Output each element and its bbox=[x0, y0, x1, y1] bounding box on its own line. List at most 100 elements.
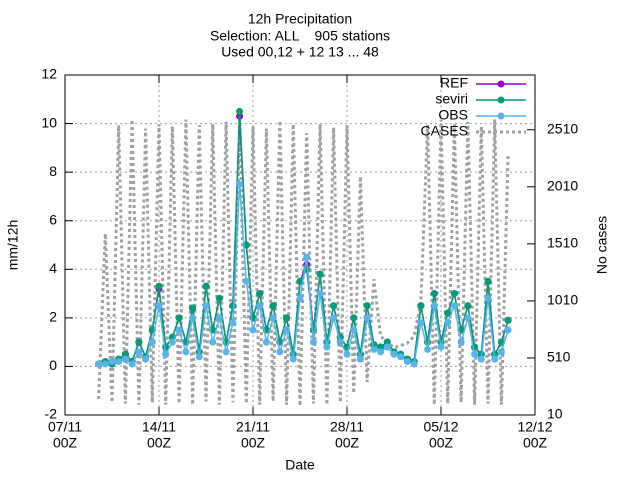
data-point bbox=[336, 338, 344, 346]
data-point bbox=[236, 180, 244, 188]
data-point bbox=[383, 338, 391, 346]
y-tick-label: 12 bbox=[41, 66, 57, 82]
data-point bbox=[168, 338, 176, 346]
data-point bbox=[189, 314, 197, 322]
data-point bbox=[363, 314, 371, 322]
data-point bbox=[236, 107, 244, 115]
y-tick-label: -2 bbox=[45, 406, 58, 422]
data-point bbox=[377, 343, 385, 351]
data-point bbox=[269, 302, 277, 310]
data-point bbox=[148, 338, 156, 346]
data-point bbox=[417, 302, 425, 310]
y-tick-label: 10 bbox=[41, 114, 57, 130]
x-tick-label: 00Z bbox=[147, 435, 172, 451]
data-point bbox=[316, 270, 324, 278]
data-point bbox=[101, 360, 109, 368]
y2-tick-label: 1510 bbox=[547, 235, 578, 251]
y-tick-label: 6 bbox=[49, 211, 57, 227]
x-tick-label: 12/12 bbox=[517, 419, 552, 435]
y2-axis-label: No cases bbox=[594, 216, 610, 274]
x-tick-label: 00Z bbox=[429, 435, 454, 451]
y-tick-label: 2 bbox=[49, 309, 57, 325]
data-point bbox=[283, 326, 291, 334]
data-point bbox=[464, 314, 472, 322]
y-tick-label: 4 bbox=[49, 260, 57, 276]
y2-tick-label: 10 bbox=[547, 406, 563, 422]
data-point bbox=[497, 348, 505, 356]
x-tick-label: 21/11 bbox=[236, 419, 270, 435]
x-tick-label: 28/11 bbox=[330, 419, 364, 435]
x-tick-label: 00Z bbox=[335, 435, 360, 451]
data-point bbox=[477, 355, 485, 363]
x-tick-label: 00Z bbox=[53, 435, 78, 451]
data-point bbox=[162, 350, 170, 358]
data-point bbox=[135, 338, 143, 346]
data-point bbox=[383, 343, 391, 351]
data-point bbox=[491, 355, 499, 363]
data-point bbox=[397, 353, 405, 361]
data-point bbox=[330, 302, 338, 310]
data-point bbox=[504, 316, 512, 324]
data-point bbox=[350, 326, 358, 334]
data-point bbox=[135, 348, 143, 356]
data-point bbox=[215, 294, 223, 302]
data-point bbox=[202, 282, 210, 290]
x-tick-label: 00Z bbox=[523, 435, 548, 451]
y2-tick-label: 1010 bbox=[547, 292, 578, 308]
data-point bbox=[309, 338, 317, 346]
series-line bbox=[97, 119, 510, 406]
data-point bbox=[450, 290, 458, 298]
data-point bbox=[363, 302, 371, 310]
data-point bbox=[283, 314, 291, 322]
data-point bbox=[323, 343, 331, 351]
data-point bbox=[115, 358, 123, 366]
data-point bbox=[457, 338, 465, 346]
data-point bbox=[444, 309, 452, 317]
x-tick-label: 14/11 bbox=[142, 419, 176, 435]
data-point bbox=[262, 338, 270, 346]
x-tick-label: 00Z bbox=[241, 435, 266, 451]
x-axis-label: Date bbox=[285, 457, 315, 473]
data-point bbox=[256, 290, 264, 298]
data-point bbox=[249, 326, 257, 334]
data-point bbox=[403, 358, 411, 366]
data-point bbox=[175, 314, 183, 322]
chart-subtitle: Used 00,12 + 12 13 ... 48 bbox=[221, 44, 379, 60]
data-point bbox=[215, 314, 223, 322]
data-point bbox=[437, 343, 445, 351]
data-point bbox=[155, 282, 163, 290]
legend-label: OBS bbox=[438, 107, 468, 123]
y2-tick-label: 2010 bbox=[547, 178, 578, 194]
data-point bbox=[95, 360, 103, 368]
x-tick-label: 07/11 bbox=[48, 419, 82, 435]
data-point bbox=[289, 355, 297, 363]
legend-marker bbox=[497, 112, 505, 120]
data-point bbox=[410, 360, 418, 368]
data-point bbox=[229, 319, 237, 327]
data-point bbox=[256, 302, 264, 310]
data-point bbox=[370, 345, 378, 353]
data-point bbox=[430, 302, 438, 310]
data-point bbox=[484, 294, 492, 302]
plot-border bbox=[64, 74, 536, 416]
data-point bbox=[343, 350, 351, 358]
data-point bbox=[142, 355, 150, 363]
y2-tick-label: 2510 bbox=[547, 120, 578, 136]
legend-label: REF bbox=[440, 75, 468, 91]
data-point bbox=[276, 348, 284, 356]
data-point bbox=[155, 302, 163, 310]
data-point bbox=[222, 348, 230, 356]
x-tick-label: 05/12 bbox=[423, 419, 458, 435]
data-point bbox=[296, 294, 304, 302]
data-point bbox=[390, 350, 398, 358]
y-tick-label: 0 bbox=[49, 357, 57, 373]
data-point bbox=[450, 302, 458, 310]
data-point bbox=[108, 358, 116, 366]
data-point bbox=[471, 350, 479, 358]
data-point bbox=[269, 314, 277, 322]
data-point bbox=[377, 348, 385, 356]
y2-tick-label: 510 bbox=[547, 349, 571, 365]
data-point bbox=[330, 314, 338, 322]
data-point bbox=[128, 360, 136, 368]
